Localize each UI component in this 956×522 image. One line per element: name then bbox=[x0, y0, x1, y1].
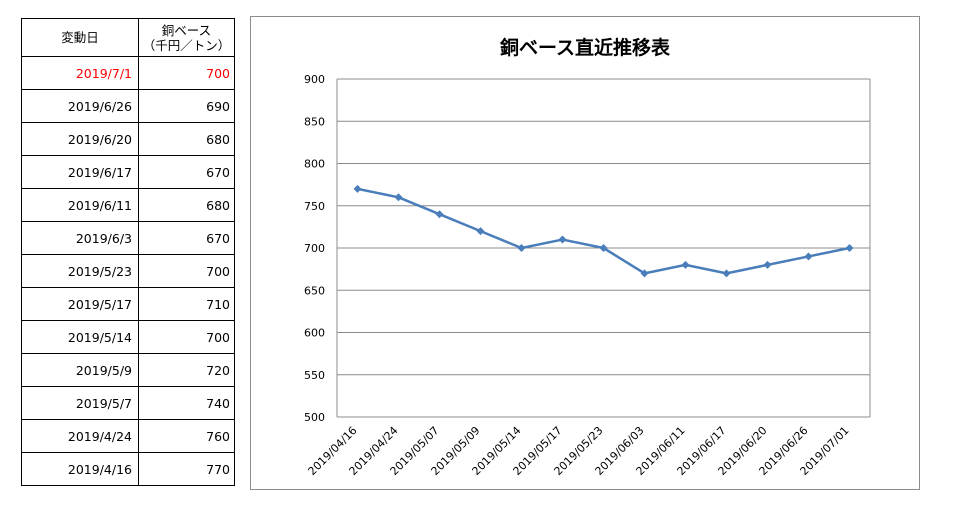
table-row: 2019/6/26 690 bbox=[21, 89, 235, 123]
table-row: 2019/6/20 680 bbox=[21, 122, 235, 156]
table-row: 2019/7/1 700 bbox=[21, 56, 235, 90]
row-price: 760 bbox=[138, 419, 235, 453]
data-point bbox=[394, 193, 403, 202]
row-price: 670 bbox=[138, 221, 235, 255]
row-price: 720 bbox=[138, 353, 235, 387]
date-column-header: 変動日 bbox=[21, 18, 139, 57]
row-date: 2019/6/20 bbox=[21, 122, 139, 156]
row-price: 700 bbox=[138, 56, 235, 90]
table-row: 2019/4/24 760 bbox=[21, 419, 235, 453]
copper-price-table: 変動日 銅ベース （千円／トン） 2019/7/1 700 2019/6/26 690… bbox=[21, 18, 235, 486]
data-point bbox=[681, 260, 690, 269]
row-price: 690 bbox=[138, 89, 235, 123]
copper-chart: 銅ベース直近推移表 500 550 600 650 700 750 800 850 900 201… bbox=[250, 16, 920, 490]
price-header-line1: 銅ベース bbox=[161, 22, 212, 38]
y-tick-label: 850 bbox=[304, 115, 325, 128]
row-date: 2019/7/1 bbox=[21, 56, 139, 90]
y-tick-label: 650 bbox=[304, 284, 325, 297]
row-date: 2019/5/7 bbox=[21, 386, 139, 420]
row-date: 2019/4/24 bbox=[21, 419, 139, 453]
data-point bbox=[804, 252, 813, 261]
y-tick-label: 750 bbox=[304, 200, 325, 213]
row-date: 2019/5/17 bbox=[21, 287, 139, 321]
series-line bbox=[357, 187, 850, 275]
row-date: 2019/4/16 bbox=[21, 452, 139, 486]
data-point bbox=[763, 260, 772, 269]
chart-title: 銅ベース直近推移表 bbox=[499, 37, 671, 59]
data-point bbox=[476, 227, 485, 236]
data-point bbox=[435, 210, 444, 219]
row-date: 2019/5/9 bbox=[21, 353, 139, 387]
row-date: 2019/5/23 bbox=[21, 254, 139, 288]
row-price: 680 bbox=[138, 122, 235, 156]
data-point bbox=[722, 269, 731, 278]
row-price: 740 bbox=[138, 386, 235, 420]
table-header-row: 変動日 銅ベース （千円／トン） bbox=[21, 18, 235, 57]
y-tick-label: 550 bbox=[304, 369, 325, 382]
data-point bbox=[353, 184, 362, 193]
row-price: 680 bbox=[138, 188, 235, 222]
table-row: 2019/5/14 700 bbox=[21, 320, 235, 354]
row-date: 2019/6/3 bbox=[21, 221, 139, 255]
table-row: 2019/6/11 680 bbox=[21, 188, 235, 222]
row-date: 2019/5/14 bbox=[21, 320, 139, 354]
data-point bbox=[517, 244, 526, 252]
row-price: 710 bbox=[138, 287, 235, 321]
table-row: 2019/4/16 770 bbox=[21, 452, 235, 486]
table-row: 2019/5/9 720 bbox=[21, 353, 235, 387]
table-row: 2019/5/23 700 bbox=[21, 254, 235, 288]
price-header-line2: （千円／トン） bbox=[142, 37, 231, 53]
y-tick-label: 600 bbox=[304, 327, 325, 340]
y-tick-label: 800 bbox=[304, 158, 325, 171]
row-price: 670 bbox=[138, 155, 235, 189]
row-price: 770 bbox=[138, 452, 235, 486]
y-tick-label: 500 bbox=[304, 411, 325, 424]
table-row: 2019/5/17 710 bbox=[21, 287, 235, 321]
table-row: 2019/6/3 670 bbox=[21, 221, 235, 255]
price-column-header: 銅ベース （千円／トン） bbox=[138, 18, 235, 57]
table-row: 2019/6/17 670 bbox=[21, 155, 235, 189]
data-point bbox=[640, 269, 649, 278]
y-tick-label: 700 bbox=[304, 242, 325, 255]
row-price: 700 bbox=[138, 254, 235, 288]
data-point bbox=[845, 244, 854, 252]
row-date: 2019/6/17 bbox=[21, 155, 139, 189]
row-date: 2019/6/26 bbox=[21, 89, 139, 123]
table-row: 2019/5/7 740 bbox=[21, 386, 235, 420]
data-point bbox=[558, 235, 567, 244]
y-tick-label: 900 bbox=[304, 73, 325, 86]
data-point bbox=[599, 244, 608, 252]
row-date: 2019/6/11 bbox=[21, 188, 139, 222]
row-price: 700 bbox=[138, 320, 235, 354]
chart-plot: 5005506006507007508008509002019/04/16201… bbox=[304, 73, 871, 478]
